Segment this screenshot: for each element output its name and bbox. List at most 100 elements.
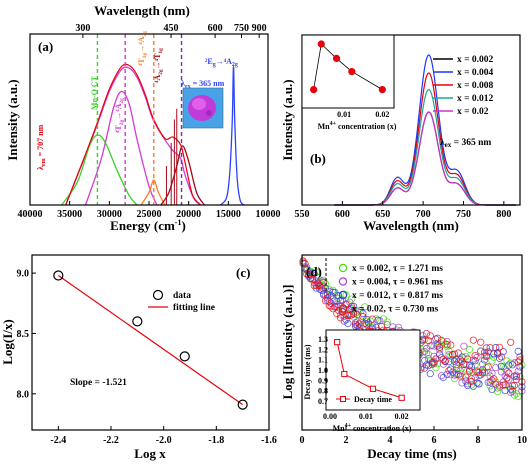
panel-a-x-tick-label: 15000 [216,209,241,220]
panel-c-ticks: -2.4 -2.2 -2.0 -1.8 -1.6 8.0 8.5 9.0 [17,269,277,446]
panel-d-point [493,348,502,357]
panel-d-point [318,286,326,295]
panel-d-point [480,348,489,356]
panel-d-inset-ylabel: Decay time (ms) [303,344,312,399]
panel-a-curves [61,63,245,206]
panel-a-xlabel: Energy (cm-1) [110,218,186,233]
panel-d-point [460,360,468,368]
panel-d-point [314,280,322,288]
panel-d-inset-y-tick-label: 0.9 [318,376,328,385]
panel-d-point [510,391,519,399]
panel-d-point [505,361,513,369]
panel-d-inset-x-tick-label: 0.00 [323,412,337,421]
panel-d-point [471,351,479,360]
panel-d-point [516,363,524,371]
panel-a-x-tick-label: 20000 [176,209,201,220]
panel-d-inset-y-tick-label: 1.3 [318,335,328,344]
panel-c-point [53,270,64,281]
panel-d-point [516,353,524,361]
panel-d-point [310,269,318,278]
panel-d-point [492,343,500,352]
panel-d-inset-xlabel: Mn4+ concentration (x) [333,423,412,433]
panel-d-point [346,298,354,306]
panel-d-point [492,363,500,372]
panel-d-inset-y-tick-label: 1.1 [318,356,328,365]
panel-d-point [450,350,459,358]
panel-b-legend-label: x = 0.002 [457,55,494,65]
panel-d-point [424,336,432,345]
panel-a-top-tick-label: 900 [252,23,267,34]
panel-d-point [426,332,434,340]
panel-d-point [464,355,472,363]
panel-d-ticks: 0 2 4 6 8 10 [300,426,527,446]
panel-d-inset-point [369,385,377,392]
panel-d-label: (d) [306,264,322,279]
panel-d-point [456,372,464,380]
panel-d-point [465,367,474,375]
panel-d-point [486,344,494,352]
panel-d-point [450,357,459,365]
panel-b-legend-label: x = 0.008 [457,81,494,91]
panel-c-frame [31,254,270,431]
panel-b-x-tick-label: 700 [416,209,431,220]
phosphor-photo [182,87,224,129]
panel-d-x-tick-label: 2 [344,435,349,446]
panel-d-frame [301,254,523,431]
panel-c-fit-line [57,275,244,406]
panel-d-legend-marker [338,304,348,313]
panel-d-point [480,356,489,364]
panel-d-point [359,313,367,321]
panel-d-inset-x-tick-label: 0.02 [395,412,409,421]
panel-d-point [501,381,509,389]
panel-d-point [434,360,442,368]
panel-b-ylabel: Intensity (a.u.) [280,79,295,160]
panel-d-point [422,329,431,338]
panel-d-point [299,259,307,268]
panel-d-point [443,343,451,351]
panel-d-point [465,361,474,370]
panel-d-point [331,302,339,311]
panel-b-inset-point [310,86,318,94]
panel-d-point [477,338,485,346]
panel-c-data [53,270,248,410]
panel-d-point [368,315,376,323]
panel-d-point [342,291,350,299]
panel-d-point [320,278,328,286]
panel-b-inset-tick-label: 0.01 [337,110,351,119]
panel-d-point [428,360,436,368]
panel-d-x-tick-label: 10 [517,435,527,446]
panel-d-inset-point [334,339,341,346]
panel-d-point [349,310,358,318]
panel-b-lambda-ex: λex = 365 nm [440,138,491,149]
panel-d-point [467,377,475,386]
panel-d-point [462,373,470,381]
panel-d-point [516,356,524,364]
panel-b-xlabel: Wavelength (nm) [363,218,459,233]
panel-b-x-tick-label: 750 [456,209,471,220]
panel-d-point [475,368,483,376]
panel-d-point [441,357,449,365]
panel-c-x-tick-label: -1.8 [208,435,224,446]
panel-d-x-tick-label: 4 [388,435,393,446]
panel-a-top-tick-label: 600 [208,23,223,34]
panel-c-point [179,351,190,362]
panel-d-point [488,376,496,384]
panel-d-legend-label: x = 0.002, τ = 1.271 ms [352,264,443,274]
panel-c-slope: Slope = -1.521 [70,378,127,388]
panel-d-point [374,316,382,324]
panel-d-point [312,281,320,289]
panel-b-x-tick-label: 800 [496,209,511,220]
panel-d-inset-legend-marker [340,396,346,402]
panel-a-curve-t1_band [84,90,158,206]
panel-d-point [482,352,490,360]
panel-b-inset: 0.01 0.02 Mn4+ concentration (x) [301,34,397,131]
panel-d-inset-legend-label: Decay time [354,395,392,404]
panel-d-point [305,270,313,278]
panel-a-frame [29,33,269,206]
panel-c-x-tick-label: -2.2 [103,435,119,446]
panel-c-point [237,399,248,410]
panel-d-point [507,385,515,393]
panel-d-point [329,295,337,303]
panel-d-point [308,275,316,283]
